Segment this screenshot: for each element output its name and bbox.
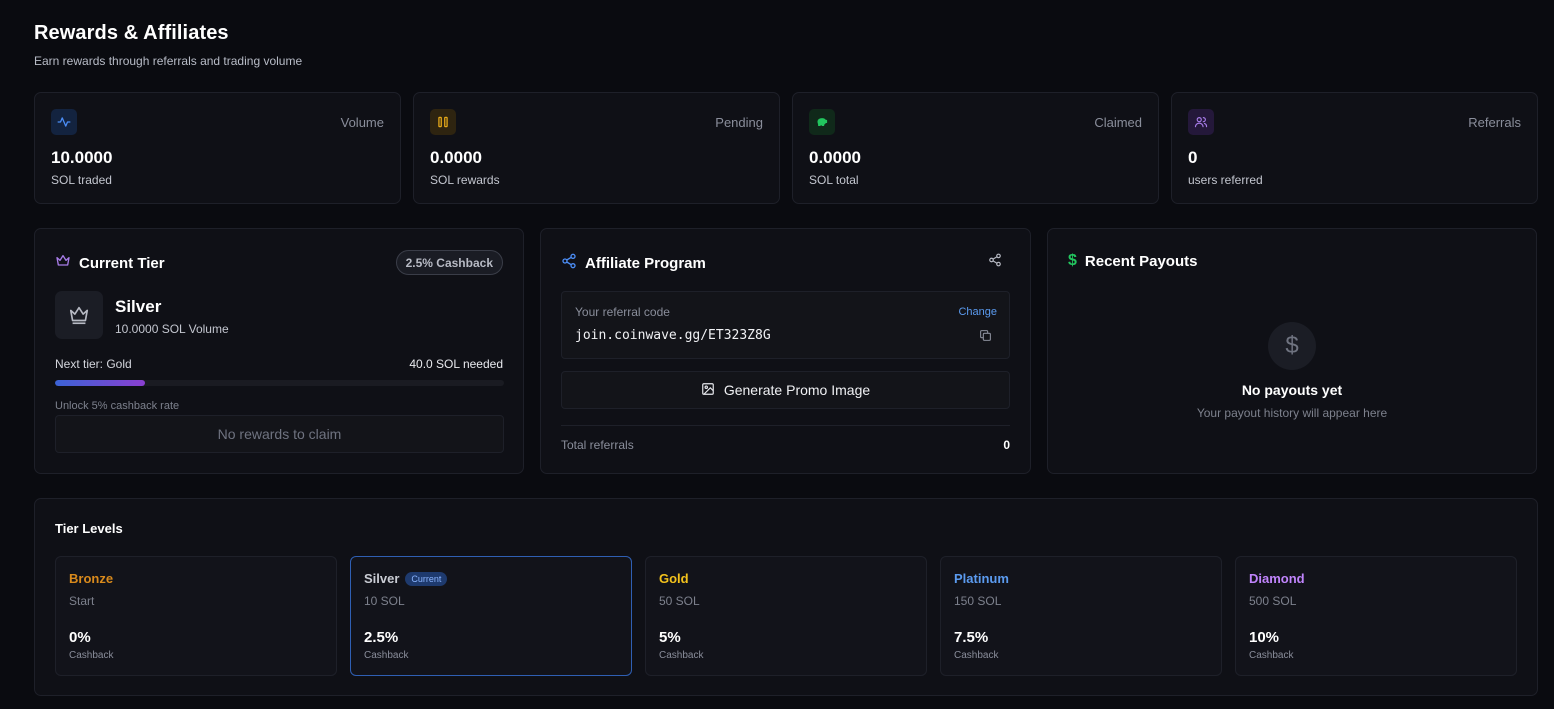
stat-sub: SOL traded [51, 173, 112, 187]
stat-card-volume: Volume 10.0000 SOL traded [34, 92, 401, 204]
panel-title: Current Tier [79, 254, 165, 272]
users-icon [1188, 109, 1214, 135]
payouts-heading: $ Recent Payouts [1068, 252, 1197, 270]
pause-icon [430, 109, 456, 135]
divider [561, 425, 1010, 426]
tier-card-name: Gold [659, 571, 689, 586]
share-button[interactable] [988, 253, 1006, 271]
dollar-icon: $ [1268, 322, 1316, 370]
recent-payouts-panel: $ Recent Payouts $ No payouts yet Your p… [1047, 228, 1537, 474]
page-subtitle: Earn rewards through referrals and tradi… [34, 54, 303, 68]
share-icon [561, 253, 577, 273]
total-referrals-label: Total referrals [561, 438, 634, 452]
cashback-badge: 2.5% Cashback [395, 250, 503, 275]
tier-cashback-rate: 5% [659, 629, 681, 646]
tier-name-text: Silver [364, 571, 400, 586]
referral-code-label: Your referral code [575, 305, 670, 319]
referral-code: join.coinwave.gg/ET323Z8G [575, 328, 771, 343]
tier-requirement: 150 SOL [954, 594, 1002, 608]
page-header: Rewards & Affiliates Earn rewards throug… [34, 22, 302, 68]
tier-cashback-label: Cashback [954, 650, 999, 661]
change-code-link[interactable]: Change [958, 306, 997, 318]
tier-requirement: 500 SOL [1249, 594, 1297, 608]
tier-cashback-rate: 10% [1249, 629, 1280, 646]
tier-requirement: Start [69, 594, 95, 608]
tier-card-name: Platinum [954, 571, 1009, 586]
unlock-text: Unlock 5% cashback rate [55, 400, 180, 412]
tier-card-platinum: Platinum 150 SOL 7.5% Cashback [940, 556, 1222, 676]
tier-name-text: Diamond [1249, 571, 1305, 586]
sol-needed: 40.0 SOL needed [409, 357, 503, 371]
empty-state-subtitle: Your payout history will appear here [1196, 406, 1388, 420]
tier-volume: 10.0000 SOL Volume [115, 322, 229, 336]
section-title: Tier Levels [55, 521, 123, 536]
tier-card-bronze: Bronze Start 0% Cashback [55, 556, 337, 676]
stat-card-pending: Pending 0.0000 SOL rewards [413, 92, 780, 204]
tier-name-text: Bronze [69, 571, 114, 586]
tier-requirement: 50 SOL [659, 594, 700, 608]
stat-value: 10.0000 [51, 148, 113, 167]
affiliate-heading: Affiliate Program [561, 253, 706, 273]
referral-code-box: Your referral code Change join.coinwave.… [561, 291, 1010, 359]
tier-cashback-rate: 7.5% [954, 629, 989, 646]
stat-sub: users referred [1188, 173, 1263, 187]
tier-cashback-label: Cashback [659, 650, 704, 661]
tier-levels-section: Tier Levels Bronze Start 0% Cashback Sil… [34, 498, 1538, 696]
image-icon [701, 382, 715, 399]
tier-cashback-rate: 0% [69, 629, 91, 646]
piggy-bank-icon [809, 109, 835, 135]
activity-icon [51, 109, 77, 135]
current-badge: Current [405, 571, 448, 586]
copy-icon[interactable] [979, 329, 993, 343]
stat-sub: SOL rewards [430, 173, 500, 187]
tier-cashback-label: Cashback [69, 650, 114, 661]
tier-card-silver: Silver Current 10 SOL 2.5% Cashback [350, 556, 632, 676]
current-tier-panel: Current Tier 2.5% Cashback Silver 10.000… [34, 228, 524, 474]
tier-name-text: Platinum [954, 571, 1009, 586]
tier-cashback-rate: 2.5% [364, 629, 399, 646]
claim-rewards-button[interactable]: No rewards to claim [55, 415, 504, 453]
stat-card-claimed: Claimed 0.0000 SOL total [792, 92, 1159, 204]
tier-progress-fill [55, 380, 145, 386]
stat-value: 0.0000 [430, 148, 482, 167]
tier-name: Silver [115, 297, 162, 316]
panel-title: Recent Payouts [1084, 252, 1198, 270]
stat-card-referrals: Referrals 0 users referred [1171, 92, 1538, 204]
tier-cashback-label: Cashback [364, 650, 409, 661]
affiliate-program-panel: Affiliate Program Your referral code Cha… [540, 228, 1031, 474]
stat-sub: SOL total [809, 173, 859, 187]
page-title: Rewards & Affiliates [34, 22, 229, 44]
tier-card-name: Diamond [1249, 571, 1305, 586]
tier-card-diamond: Diamond 500 SOL 10% Cashback [1235, 556, 1517, 676]
tier-cashback-label: Cashback [1249, 650, 1294, 661]
tier-requirement: 10 SOL [364, 594, 405, 608]
tier-card-name: Bronze [69, 571, 113, 586]
share-icon [989, 253, 1001, 267]
dollar-icon: $ [1068, 252, 1077, 269]
generate-promo-image-button[interactable]: Generate Promo Image [561, 371, 1010, 409]
current-tier-heading: Current Tier [55, 253, 165, 273]
stat-label: Referrals [1468, 115, 1521, 130]
promo-button-label: Generate Promo Image [723, 382, 871, 398]
stat-value: 0 [1188, 148, 1198, 167]
tier-card-gold: Gold 50 SOL 5% Cashback [645, 556, 927, 676]
tier-progress-bar [55, 380, 504, 386]
empty-state-title: No payouts yet [1241, 382, 1343, 398]
panel-title: Affiliate Program [585, 254, 706, 272]
total-referrals-value: 0 [1003, 438, 1010, 452]
tier-name-text: Gold [659, 571, 689, 586]
stat-label: Volume [340, 115, 384, 130]
next-tier-label: Next tier: Gold [55, 357, 132, 371]
stat-label: Claimed [1094, 115, 1142, 130]
stat-value: 0.0000 [809, 148, 861, 167]
tier-crown-icon [55, 291, 103, 339]
crown-icon [55, 253, 71, 273]
stat-label: Pending [715, 115, 763, 130]
tier-card-name: Silver Current [364, 571, 448, 586]
